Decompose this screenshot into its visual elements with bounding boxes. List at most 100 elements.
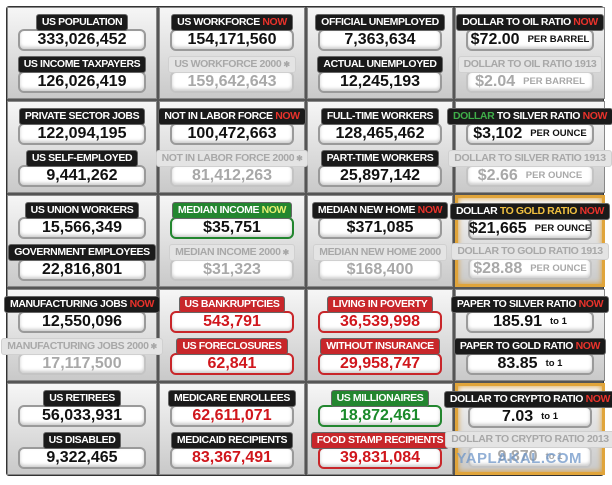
label-tag: NOW xyxy=(579,204,605,217)
label-text: WITHOUT INSURANCE xyxy=(326,339,434,352)
label-text: MEDIAN INCOME 2000 xyxy=(175,245,281,258)
label-text: ACTUAL UNEMPLOYED xyxy=(323,57,437,70)
stat-item: PAPER TO SILVER RATIO NOW 185.91 to 1 xyxy=(450,295,610,333)
label-text: DOLLAR TO OIL RATIO 1913 xyxy=(463,57,597,70)
label-tag: NOW xyxy=(573,15,598,28)
stat-label: MEDICARE ENROLLEES xyxy=(168,389,296,407)
stat-item: US POPULATION 333,026,452 xyxy=(8,13,156,51)
stat-cell: OFFICIAL UNEMPLOYED 7,363,634 ACTUAL UNEMP… xyxy=(307,7,453,99)
stat-value-box: 62,841 xyxy=(170,352,294,375)
stat-cell: PAPER TO SILVER RATIO NOW 185.91 to 1 PAPER… xyxy=(450,289,610,381)
label-tag: NOW xyxy=(585,392,611,405)
stat-cell: PRIVATE SECTOR JOBS 122,094,195 US SELF-EM… xyxy=(7,101,157,193)
stat-value: 18,872,461 xyxy=(339,406,421,424)
stat-unit: to 1 xyxy=(545,358,563,369)
stat-value-box: 7.03 to 1 xyxy=(468,405,592,428)
label-text: MEDIAN NEW HOME xyxy=(317,203,416,216)
stat-value-box: 12,550,096 xyxy=(18,310,146,333)
stat-value: 7.03 xyxy=(501,407,534,425)
stat-label: MANUFACTURING JOBS 2000 ✱ xyxy=(1,337,163,355)
stat-label: MEDIAN NEW HOME NOW xyxy=(311,201,449,219)
stat-value-box: 9,322,465 xyxy=(18,446,146,469)
stat-cell: US POPULATION 333,026,452 US INCOME TAXPAY… xyxy=(7,7,157,99)
stat-item: US FORECLOSURES 62,841 xyxy=(160,337,304,375)
stat-value-box: 154,171,560 xyxy=(170,28,294,51)
stat-label: US RETIREES xyxy=(43,389,121,407)
stat-value: 25,897,142 xyxy=(339,166,421,184)
label-mark: ✱ xyxy=(150,341,158,351)
stat-item: US SELF-EMPLOYED 9,441,262 xyxy=(8,149,156,187)
stat-value-box: 159,642,643 xyxy=(170,70,294,93)
stat-label: DOLLAR TO CRYPTO RATIO NOW xyxy=(443,390,612,408)
stat-label: US WORKFORCE 2000 ✱ xyxy=(168,55,296,73)
stat-label: US DISABLED xyxy=(42,431,122,449)
stat-item: LIVING IN POVERTY 36,539,998 xyxy=(308,295,452,333)
stat-cell: DOLLAR TO CRYPTO RATIO NOW 7.03 to 1 DOLLAR… xyxy=(443,383,612,475)
stat-label: MANUFACTURING JOBS NOW xyxy=(3,295,161,313)
stat-item: DOLLAR TO GOLD RATIO NOW $21,665 PER OUNCE xyxy=(449,202,611,240)
stat-item: DOLLAR TO GOLD RATIO 1913 $28.88 PER OUNCE xyxy=(451,242,609,280)
label-text: PART-TIME WORKERS xyxy=(326,151,434,164)
label-text: US MILLIONAIRES xyxy=(336,391,424,404)
stat-item: GOVERNMENT EMPLOYEES 22,816,801 xyxy=(8,243,156,281)
stat-value: 81,412,263 xyxy=(191,166,273,184)
stat-item: DOLLAR TO CRYPTO RATIO 2013 9.870 to 1 xyxy=(445,430,612,468)
label-text: US WORKFORCE 2000 xyxy=(174,57,282,70)
stat-value-box: 100,472,663 xyxy=(170,122,294,145)
stat-value: $72.00 xyxy=(470,30,520,48)
stat-item: DOLLAR TO CRYPTO RATIO NOW 7.03 to 1 xyxy=(443,390,612,428)
stat-value: 29,958,747 xyxy=(339,354,421,372)
label-text: DOLLAR TO SILVER RATIO 1913 xyxy=(454,151,606,164)
stat-label: PART-TIME WORKERS xyxy=(320,149,440,167)
stat-value: 83,367,491 xyxy=(191,448,273,466)
stat-value-box: 29,958,747 xyxy=(318,352,442,375)
label-prefix: DOLLAR xyxy=(452,109,495,122)
stat-label: DOLLAR TO OIL RATIO 1913 xyxy=(457,55,603,73)
stat-item: MEDIAN NEW HOME 2000 $168,400 xyxy=(308,243,452,281)
stat-item: US INCOME TAXPAYERS 126,026,419 xyxy=(8,55,156,93)
stat-unit: PER BARREL xyxy=(527,34,590,45)
stat-value: 185.91 xyxy=(493,312,543,330)
label-tag: NOW xyxy=(582,109,608,122)
stat-item: WITHOUT INSURANCE 29,958,747 xyxy=(308,337,452,375)
stat-value-box: 9,441,262 xyxy=(18,164,146,187)
stat-value-box: $28.88 PER OUNCE xyxy=(468,257,592,280)
stat-item: OFFICIAL UNEMPLOYED 7,363,634 xyxy=(308,13,452,51)
label-text: TO SILVER RATIO xyxy=(496,109,581,122)
stat-value-box: 185.91 to 1 xyxy=(466,310,594,333)
label-text: US DISABLED xyxy=(48,433,116,446)
stat-value: 17,117,500 xyxy=(42,354,122,372)
stat-value-box: 62,611,071 xyxy=(170,404,294,427)
stat-label: US INCOME TAXPAYERS xyxy=(17,55,147,73)
stat-value: 333,026,452 xyxy=(37,30,127,48)
label-prefix: DOLLAR xyxy=(455,204,498,217)
stat-value-box: 17,117,500 xyxy=(18,352,146,375)
label-tag: NOW xyxy=(262,15,287,28)
stat-value-box: 81,412,263 xyxy=(170,164,294,187)
stat-value: $21,665 xyxy=(468,219,527,237)
stat-value-box: $72.00 PER BARREL xyxy=(466,28,594,51)
stat-unit: PER OUNCE xyxy=(530,128,587,139)
stat-value: $2.04 xyxy=(475,72,516,90)
label-text: US POPULATION xyxy=(41,15,123,28)
stat-value-box: $371,085 xyxy=(318,216,442,239)
stat-value: $35,751 xyxy=(203,218,261,236)
label-text: PAPER TO SILVER RATIO xyxy=(456,297,577,310)
stat-value: $3,102 xyxy=(473,124,523,142)
label-text: PRIVATE SECTOR JOBS xyxy=(24,109,140,122)
stat-value-box: 122,094,195 xyxy=(18,122,146,145)
stat-item: MANUFACTURING JOBS NOW 12,550,096 xyxy=(3,295,161,333)
stat-value-box: 83.85 to 1 xyxy=(466,352,594,375)
stat-value: $28.88 xyxy=(473,259,523,277)
stat-unit: to 1 xyxy=(550,316,567,327)
label-text: NOT IN LABOR FORCE xyxy=(164,109,273,122)
label-tag: NOW xyxy=(417,203,443,216)
stat-item: NOT IN LABOR FORCE 2000 ✱ 81,412,263 xyxy=(155,149,309,187)
stat-cell: FULL-TIME WORKERS 128,465,462 PART-TIME WO… xyxy=(307,101,453,193)
stat-cell: MANUFACTURING JOBS NOW 12,550,096 MANUFACT… xyxy=(1,289,163,381)
stat-value-box: 22,816,801 xyxy=(18,258,146,281)
stat-unit: to 1 xyxy=(545,451,563,462)
stat-unit: PER OUNCE xyxy=(530,263,587,274)
stat-cell: US RETIREES 56,033,931 US DISABLED 9,322,46… xyxy=(7,383,157,475)
stat-item: DOLLAR TO SILVER RATIO 1913 $2.66 PER OUNC… xyxy=(448,149,612,187)
